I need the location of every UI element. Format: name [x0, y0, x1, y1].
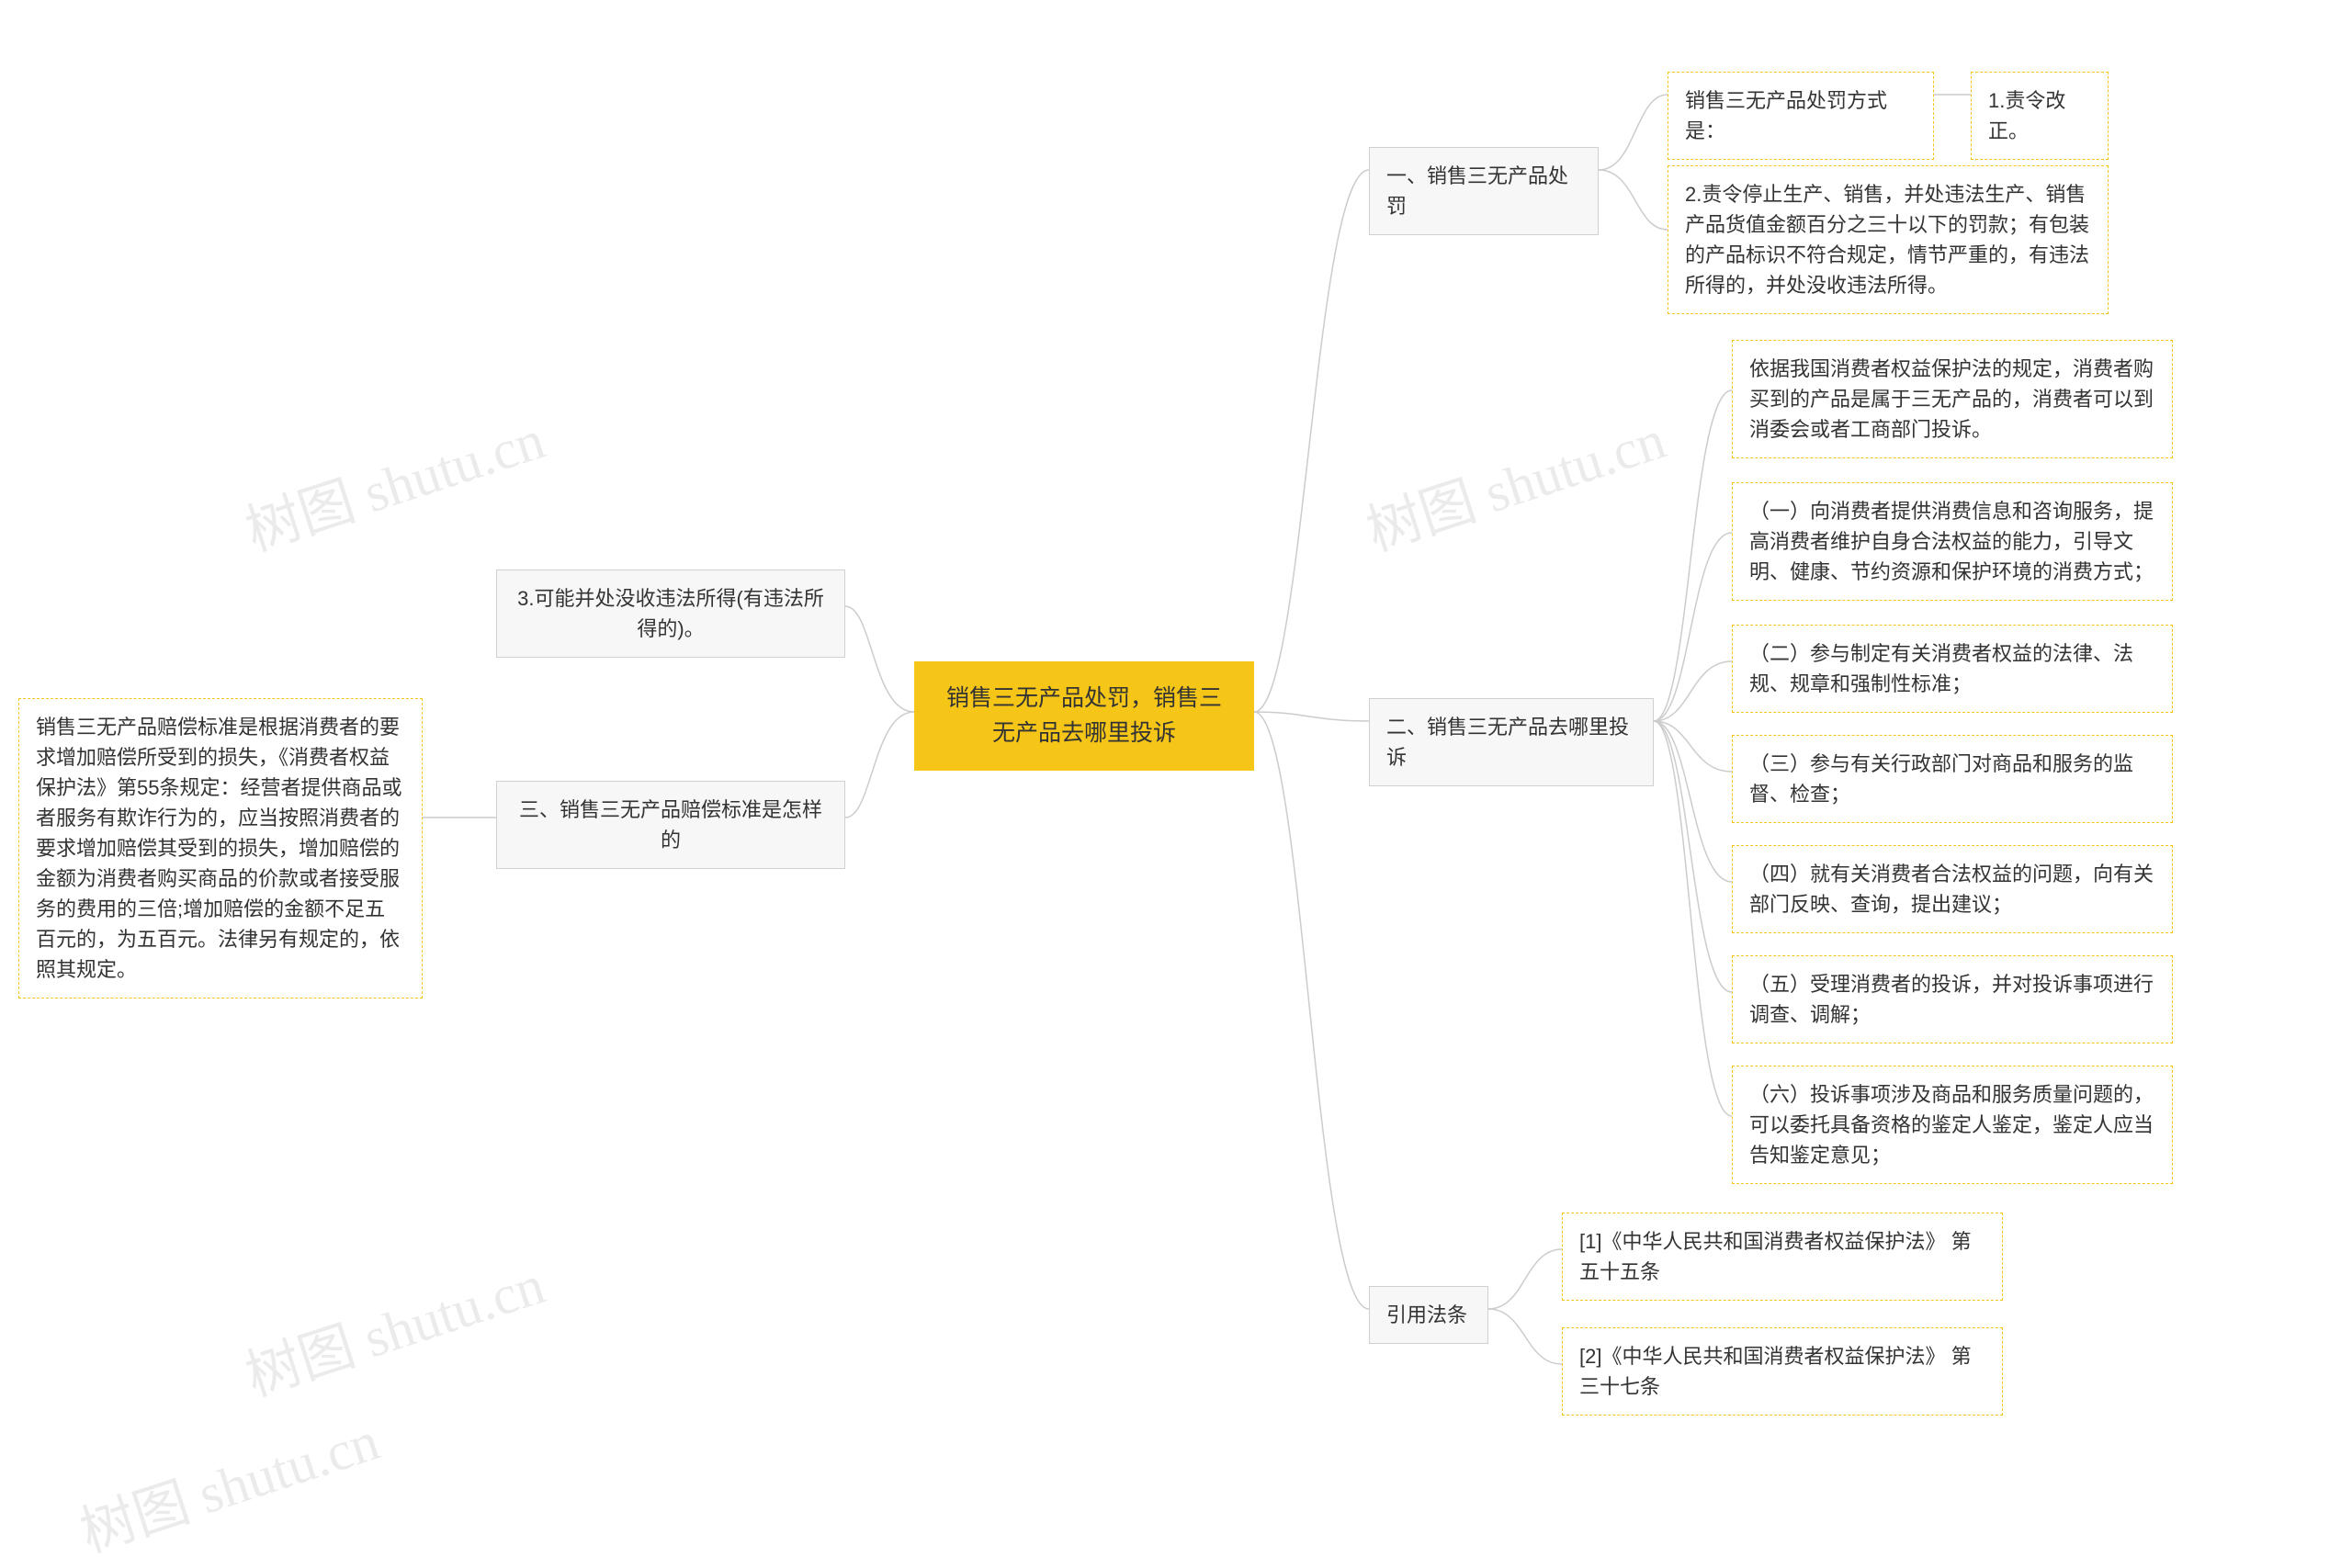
root-text: 销售三无产品处罚，销售三无产品去哪里投诉 — [946, 685, 1222, 746]
leaf-node[interactable]: 销售三无产品赔偿标准是根据消费者的要求增加赔偿所受到的损失，《消费者权益保护法》… — [18, 698, 423, 998]
leaf-text: （二）参与制定有关消费者权益的法律、法规、规章和强制性标准； — [1749, 642, 2133, 695]
leaf-node[interactable]: 1.责令改正。 — [1971, 72, 2109, 160]
mindmap-root[interactable]: 销售三无产品处罚，销售三无产品去哪里投诉 — [914, 661, 1254, 771]
branch-node[interactable]: 二、销售三无产品去哪里投诉 — [1369, 698, 1654, 786]
leaf-text: [2]《中华人民共和国消费者权益保护法》 第三十七条 — [1579, 1345, 1972, 1398]
leaf-node[interactable]: （六）投诉事项涉及商品和服务质量问题的，可以委托具备资格的鉴定人鉴定，鉴定人应当… — [1732, 1066, 2173, 1184]
leaf-text: [1]《中华人民共和国消费者权益保护法》 第五十五条 — [1579, 1230, 1972, 1283]
leaf-node[interactable]: （四）就有关消费者合法权益的问题，向有关部门反映、查询，提出建议； — [1732, 845, 2173, 933]
leaf-text: （六）投诉事项涉及商品和服务质量问题的，可以委托具备资格的鉴定人鉴定，鉴定人应当… — [1749, 1083, 2154, 1167]
leaf-node[interactable]: [2]《中华人民共和国消费者权益保护法》 第三十七条 — [1562, 1327, 2003, 1416]
leaf-node[interactable]: （一）向消费者提供消费信息和咨询服务，提高消费者维护自身合法权益的能力，引导文明… — [1732, 482, 2173, 601]
branch-label: 二、销售三无产品去哪里投诉 — [1386, 716, 1629, 769]
watermark: 树图 shutu.cn — [234, 395, 553, 567]
branch-node[interactable]: 三、销售三无产品赔偿标准是怎样的 — [496, 781, 845, 869]
branch-label: 三、销售三无产品赔偿标准是怎样的 — [519, 798, 822, 852]
leaf-node[interactable]: （二）参与制定有关消费者权益的法律、法规、规章和强制性标准； — [1732, 625, 2173, 713]
branch-label: 3.可能并处没收违法所得(有违法所得的)。 — [517, 587, 824, 640]
leaf-node[interactable]: 销售三无产品处罚方式是： — [1668, 72, 1934, 160]
branch-label: 引用法条 — [1386, 1303, 1467, 1326]
branch-label: 一、销售三无产品处罚 — [1386, 164, 1568, 218]
leaf-node[interactable]: （五）受理消费者的投诉，并对投诉事项进行调查、调解； — [1732, 955, 2173, 1043]
leaf-text: （四）就有关消费者合法权益的问题，向有关部门反映、查询，提出建议； — [1749, 863, 2154, 916]
branch-node[interactable]: 引用法条 — [1369, 1286, 1488, 1344]
leaf-text: 销售三无产品处罚方式是： — [1685, 89, 1887, 142]
leaf-node[interactable]: 依据我国消费者权益保护法的规定，消费者购买到的产品是属于三无产品的，消费者可以到… — [1732, 340, 2173, 458]
branch-node[interactable]: 3.可能并处没收违法所得(有违法所得的)。 — [496, 570, 845, 658]
leaf-node[interactable]: [1]《中华人民共和国消费者权益保护法》 第五十五条 — [1562, 1213, 2003, 1301]
leaf-text: 1.责令改正。 — [1988, 89, 2065, 142]
leaf-text: （三）参与有关行政部门对商品和服务的监督、检查； — [1749, 752, 2133, 806]
leaf-text: 销售三无产品赔偿标准是根据消费者的要求增加赔偿所受到的损失，《消费者权益保护法》… — [36, 716, 401, 981]
leaf-text: 依据我国消费者权益保护法的规定，消费者购买到的产品是属于三无产品的，消费者可以到… — [1749, 357, 2154, 441]
leaf-node[interactable]: （三）参与有关行政部门对商品和服务的监督、检查； — [1732, 735, 2173, 823]
watermark: 树图 shutu.cn — [69, 1396, 388, 1568]
leaf-text: （五）受理消费者的投诉，并对投诉事项进行调查、调解； — [1749, 973, 2154, 1026]
watermark: 树图 shutu.cn — [234, 1240, 553, 1412]
branch-node[interactable]: 一、销售三无产品处罚 — [1369, 147, 1599, 235]
leaf-node[interactable]: 2.责令停止生产、销售，并处违法生产、销售产品货值金额百分之三十以下的罚款；有包… — [1668, 165, 2109, 314]
leaf-text: （一）向消费者提供消费信息和咨询服务，提高消费者维护自身合法权益的能力，引导文明… — [1749, 500, 2154, 583]
watermark: 树图 shutu.cn — [1355, 395, 1674, 567]
leaf-text: 2.责令停止生产、销售，并处违法生产、销售产品货值金额百分之三十以下的罚款；有包… — [1685, 183, 2089, 297]
